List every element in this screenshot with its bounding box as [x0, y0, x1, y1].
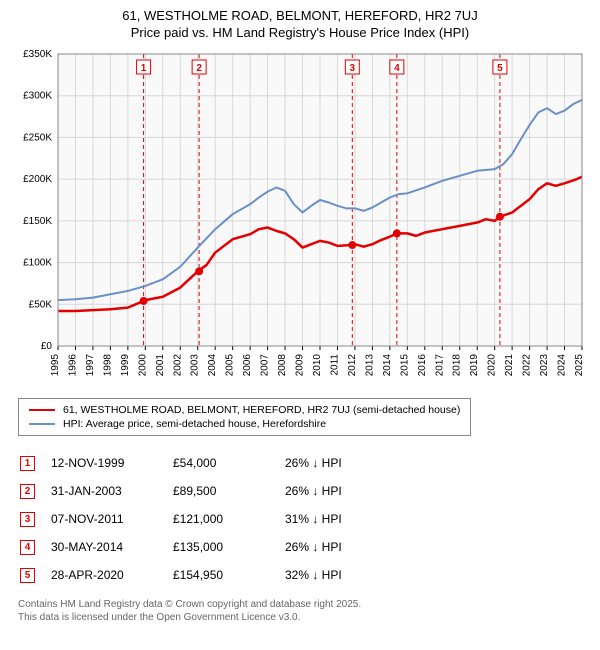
svg-text:2003: 2003 — [190, 354, 201, 377]
svg-text:2016: 2016 — [417, 354, 428, 377]
event-row: 4 30-MAY-2014£135,00026% ↓ HPI — [20, 534, 356, 560]
event-date: 07-NOV-2011 — [51, 506, 171, 532]
svg-text:2019: 2019 — [469, 354, 480, 377]
svg-text:£50K: £50K — [29, 299, 53, 310]
svg-text:1999: 1999 — [120, 354, 131, 377]
svg-text:£100K: £100K — [23, 258, 52, 269]
svg-text:3: 3 — [350, 63, 356, 74]
event-row: 2 31-JAN-2003£89,50026% ↓ HPI — [20, 478, 356, 504]
chart-container: 61, WESTHOLME ROAD, BELMONT, HEREFORD, H… — [0, 0, 600, 632]
event-marker: 1 — [20, 456, 35, 471]
legend-swatch — [29, 409, 55, 411]
svg-text:2022: 2022 — [522, 354, 533, 377]
svg-text:£0: £0 — [41, 341, 53, 352]
svg-text:2010: 2010 — [312, 354, 323, 377]
svg-text:2006: 2006 — [242, 354, 253, 377]
chart-subtitle: Price paid vs. HM Land Registry's House … — [10, 25, 590, 40]
event-date: 28-APR-2020 — [51, 562, 171, 588]
svg-text:2025: 2025 — [574, 354, 585, 377]
footer-line-2: This data is licensed under the Open Gov… — [18, 611, 590, 624]
event-price: £121,000 — [173, 506, 283, 532]
svg-text:2011: 2011 — [329, 354, 340, 376]
event-delta: 26% ↓ HPI — [285, 534, 356, 560]
event-delta: 32% ↓ HPI — [285, 562, 356, 588]
event-price: £54,000 — [173, 450, 283, 476]
svg-text:£150K: £150K — [23, 216, 52, 227]
event-date: 30-MAY-2014 — [51, 534, 171, 560]
svg-text:5: 5 — [497, 63, 503, 74]
svg-text:2013: 2013 — [364, 354, 375, 377]
event-price: £135,000 — [173, 534, 283, 560]
event-delta: 26% ↓ HPI — [285, 450, 356, 476]
events-table: 112-NOV-1999£54,00026% ↓ HPI231-JAN-2003… — [18, 448, 358, 590]
legend-row: HPI: Average price, semi-detached house,… — [29, 417, 460, 431]
svg-text:2023: 2023 — [539, 354, 550, 377]
chart-title: 61, WESTHOLME ROAD, BELMONT, HEREFORD, H… — [10, 8, 590, 23]
event-row: 5 28-APR-2020£154,95032% ↓ HPI — [20, 562, 356, 588]
footer: Contains HM Land Registry data © Crown c… — [18, 598, 590, 624]
svg-text:£350K: £350K — [23, 49, 52, 60]
svg-text:£250K: £250K — [23, 132, 52, 143]
legend-label: 61, WESTHOLME ROAD, BELMONT, HEREFORD, H… — [63, 404, 460, 416]
event-price: £89,500 — [173, 478, 283, 504]
svg-text:4: 4 — [394, 63, 400, 74]
svg-text:2018: 2018 — [452, 354, 463, 377]
svg-text:2: 2 — [196, 63, 202, 74]
chart-svg: £0 £50K £100K £150K £200K £250K £300K £350K 1995… — [10, 48, 590, 388]
svg-text:2024: 2024 — [557, 354, 568, 377]
legend-swatch — [29, 423, 55, 425]
event-delta: 26% ↓ HPI — [285, 478, 356, 504]
svg-text:2007: 2007 — [260, 354, 271, 377]
svg-text:2008: 2008 — [277, 354, 288, 377]
event-delta: 31% ↓ HPI — [285, 506, 356, 532]
chart-area: £0 £50K £100K £150K £200K £250K £300K £350K 1995… — [10, 48, 590, 388]
event-date: 31-JAN-2003 — [51, 478, 171, 504]
event-marker: 3 — [20, 512, 35, 527]
svg-text:2020: 2020 — [487, 354, 498, 377]
event-price: £154,950 — [173, 562, 283, 588]
legend-row: 61, WESTHOLME ROAD, BELMONT, HEREFORD, H… — [29, 403, 460, 417]
svg-text:£300K: £300K — [23, 91, 52, 102]
svg-text:1997: 1997 — [85, 354, 96, 377]
svg-text:1996: 1996 — [67, 354, 78, 377]
svg-text:1998: 1998 — [102, 354, 113, 377]
event-row: 3 07-NOV-2011£121,00031% ↓ HPI — [20, 506, 356, 532]
svg-text:1: 1 — [141, 63, 147, 74]
footer-line-1: Contains HM Land Registry data © Crown c… — [18, 598, 590, 611]
svg-text:1995: 1995 — [50, 354, 61, 377]
svg-text:2009: 2009 — [295, 354, 306, 377]
event-marker: 4 — [20, 540, 35, 555]
svg-text:2001: 2001 — [155, 354, 166, 377]
legend: 61, WESTHOLME ROAD, BELMONT, HEREFORD, H… — [18, 398, 471, 436]
event-row: 1 12-NOV-1999£54,00026% ↓ HPI — [20, 450, 356, 476]
svg-text:2021: 2021 — [504, 354, 515, 377]
event-date: 12-NOV-1999 — [51, 450, 171, 476]
svg-text:2017: 2017 — [434, 354, 445, 377]
svg-text:2002: 2002 — [172, 354, 183, 377]
legend-label: HPI: Average price, semi-detached house,… — [63, 418, 326, 430]
svg-text:2015: 2015 — [399, 354, 410, 377]
svg-text:2012: 2012 — [347, 354, 358, 377]
svg-text:2000: 2000 — [137, 354, 148, 377]
event-marker: 2 — [20, 484, 35, 499]
svg-text:2005: 2005 — [225, 354, 236, 377]
svg-text:2004: 2004 — [207, 354, 218, 377]
event-marker: 5 — [20, 568, 35, 583]
svg-text:£200K: £200K — [23, 174, 52, 185]
svg-text:2014: 2014 — [382, 354, 393, 377]
